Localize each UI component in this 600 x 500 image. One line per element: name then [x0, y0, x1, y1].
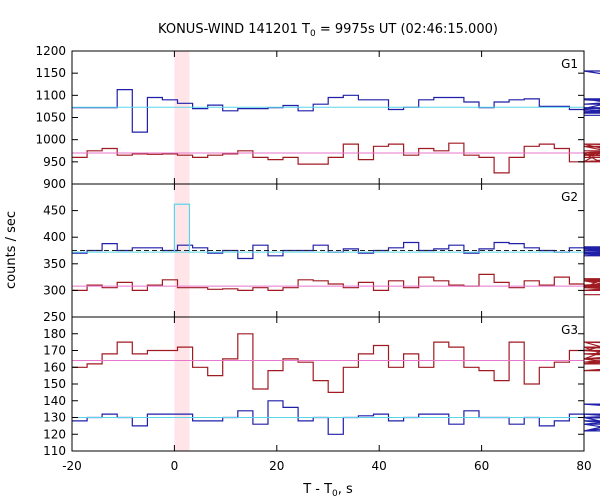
y-tick-label-g2: 450 — [43, 204, 66, 218]
x-tick-label: 60 — [474, 459, 489, 473]
y-tick-label-g1: 1050 — [35, 111, 66, 125]
y-tick-label-g3: 160 — [43, 360, 66, 374]
y-tick-label-g1: 1150 — [35, 66, 66, 80]
panel-label-g3: G3 — [561, 323, 578, 337]
y-tick-label-g3: 120 — [43, 427, 66, 441]
series-g2-0 — [72, 241, 600, 260]
y-tick-label-g1: 1200 — [35, 44, 66, 58]
panel-label-g1: G1 — [561, 57, 578, 71]
peak-bin-g2 — [173, 203, 191, 253]
y-tick-label-g2: 350 — [43, 257, 66, 271]
y-tick-label-g3: 150 — [43, 377, 66, 391]
y-tick-label-g3: 110 — [43, 444, 66, 458]
y-tick-label-g2: 250 — [43, 310, 66, 324]
series-g1-0 — [72, 70, 600, 133]
y-tick-label-g2: 400 — [43, 230, 66, 244]
x-tick-label: 80 — [576, 459, 591, 473]
series-g2-4 — [72, 273, 600, 296]
series-g1-3 — [72, 142, 600, 174]
y-tick-label-g3: 180 — [43, 327, 66, 341]
y-tick-label-g3: 140 — [43, 394, 66, 408]
chart-title: KONUS-WIND 141201 T0 = 9975s UT (02:46:1… — [158, 22, 498, 39]
x-tick-label: -20 — [62, 459, 82, 473]
x-tick-label: 20 — [269, 459, 284, 473]
x-tick-label: 40 — [372, 459, 387, 473]
series-g3-0 — [72, 333, 600, 393]
y-axis-label: counts / sec — [4, 211, 19, 289]
y-tick-label-g2: 300 — [43, 283, 66, 297]
x-tick-label: 0 — [171, 459, 179, 473]
y-tick-label-g1: 1100 — [35, 88, 66, 102]
y-tick-label-g3: 130 — [43, 411, 66, 425]
y-tick-label-g1: 1000 — [35, 133, 66, 147]
highlight-band — [174, 51, 190, 451]
panel-label-g2: G2 — [561, 190, 578, 204]
y-tick-label-g1: 950 — [43, 155, 66, 169]
y-tick-label-g1: 900 — [43, 177, 66, 191]
y-tick-label-g3: 170 — [43, 344, 66, 358]
x-axis-label: T - T0, s — [302, 482, 353, 499]
